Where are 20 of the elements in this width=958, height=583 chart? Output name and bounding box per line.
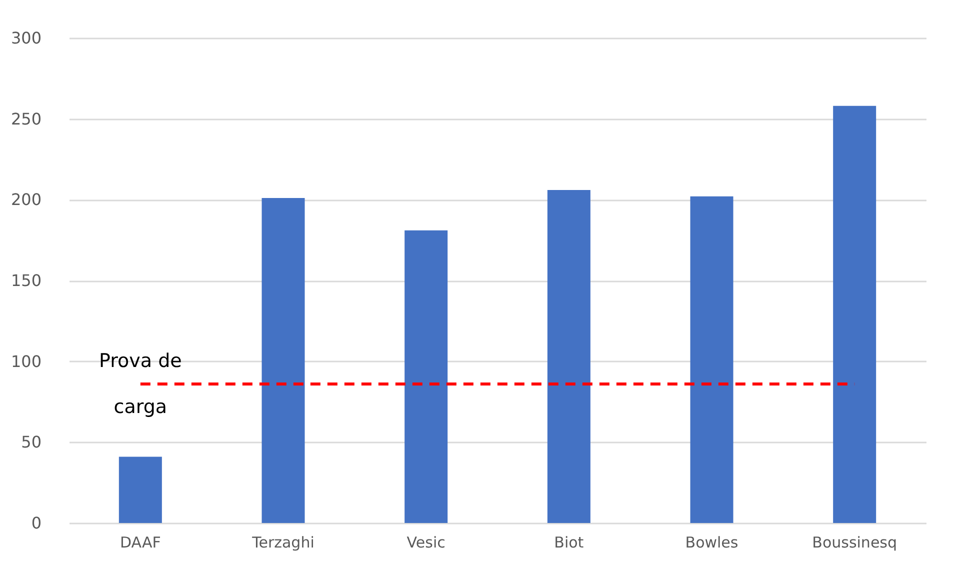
bar	[547, 190, 590, 523]
y-tick-label: 100	[10, 352, 42, 371]
y-tick-label: 300	[10, 28, 42, 48]
x-tick-label: Terzaghi	[251, 534, 314, 552]
x-tick-label: Bowles	[685, 534, 738, 552]
x-tick-label: DAAF	[120, 534, 161, 552]
y-tick-label: 200	[10, 190, 42, 210]
x-tick-label: Boussinesq	[812, 534, 898, 552]
bar	[118, 456, 162, 523]
x-tick-label: Biot	[554, 534, 584, 552]
x-tick-label: Vesic	[406, 534, 446, 552]
y-tick-label: 50	[21, 432, 42, 452]
bar	[833, 106, 876, 523]
bar	[262, 198, 305, 523]
text: Prova de carga	[99, 350, 182, 418]
y-tick-label: 150	[10, 271, 42, 290]
bar	[404, 230, 448, 523]
y-tick-label: 0	[31, 514, 42, 532]
y-tick-label: 250	[10, 109, 42, 128]
bar	[690, 196, 734, 523]
